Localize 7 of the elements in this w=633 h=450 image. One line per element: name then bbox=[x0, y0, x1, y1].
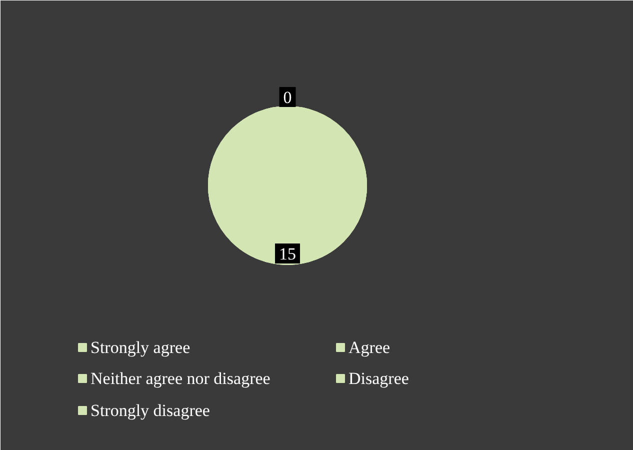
legend-label: Neither agree nor disagree bbox=[90, 369, 270, 388]
data-label: 15 bbox=[279, 244, 296, 264]
legend-label: Strongly disagree bbox=[90, 401, 210, 420]
legend-label: Agree bbox=[348, 338, 390, 357]
legend-label: Strongly agree bbox=[90, 338, 190, 357]
legend-label: Disagree bbox=[348, 369, 409, 388]
text: 0 bbox=[283, 88, 292, 108]
